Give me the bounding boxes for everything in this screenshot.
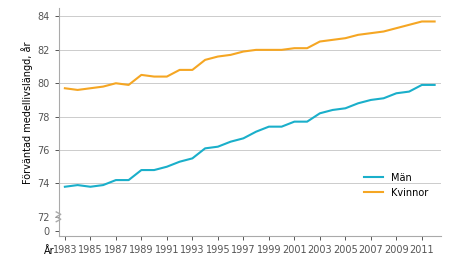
X-axis label: År: År bbox=[44, 246, 54, 256]
Y-axis label: Förväntad medellivslängd, år: Förväntad medellivslängd, år bbox=[21, 41, 33, 184]
Män bbox=[394, 92, 399, 95]
Kvinnor bbox=[100, 85, 106, 88]
Kvinnor bbox=[304, 47, 310, 50]
Män bbox=[215, 145, 220, 148]
Kvinnor bbox=[381, 30, 386, 33]
Män bbox=[317, 112, 323, 115]
Kvinnor bbox=[88, 87, 93, 90]
Män bbox=[100, 183, 106, 187]
Män bbox=[330, 108, 335, 112]
Kvinnor bbox=[317, 40, 323, 43]
Kvinnor bbox=[406, 23, 412, 27]
Kvinnor bbox=[215, 55, 220, 58]
Män bbox=[241, 137, 246, 140]
Män bbox=[419, 83, 425, 86]
Kvinnor bbox=[266, 48, 272, 51]
Män bbox=[432, 83, 437, 86]
Kvinnor bbox=[432, 20, 437, 23]
Män bbox=[381, 97, 386, 100]
Kvinnor bbox=[202, 58, 208, 62]
Kvinnor bbox=[241, 50, 246, 53]
Män bbox=[62, 185, 68, 188]
Män bbox=[279, 125, 284, 128]
Kvinnor bbox=[279, 48, 284, 51]
Män bbox=[266, 125, 272, 128]
Män bbox=[368, 98, 373, 102]
Kvinnor bbox=[394, 27, 399, 30]
Män bbox=[343, 107, 348, 110]
Män bbox=[190, 157, 195, 160]
Män bbox=[253, 130, 259, 133]
Män bbox=[292, 120, 297, 123]
Kvinnor bbox=[253, 48, 259, 51]
Kvinnor bbox=[164, 75, 170, 78]
Legend: Män, Kvinnor: Män, Kvinnor bbox=[360, 169, 432, 202]
Kvinnor bbox=[228, 53, 233, 56]
Kvinnor bbox=[151, 75, 157, 78]
Män bbox=[304, 120, 310, 123]
Män bbox=[356, 102, 361, 105]
Kvinnor bbox=[113, 82, 119, 85]
Kvinnor bbox=[177, 68, 182, 72]
Kvinnor bbox=[75, 88, 80, 92]
Kvinnor bbox=[330, 38, 335, 41]
Kvinnor bbox=[62, 87, 68, 90]
Män bbox=[202, 147, 208, 150]
Line: Män: Män bbox=[65, 85, 435, 187]
Män bbox=[151, 169, 157, 172]
Män bbox=[113, 178, 119, 182]
Kvinnor bbox=[419, 20, 425, 23]
Kvinnor bbox=[292, 47, 297, 50]
Män bbox=[139, 169, 144, 172]
Män bbox=[177, 160, 182, 163]
Kvinnor bbox=[343, 37, 348, 40]
Kvinnor bbox=[368, 31, 373, 35]
Kvinnor bbox=[139, 73, 144, 76]
Line: Kvinnor: Kvinnor bbox=[65, 21, 435, 90]
Män bbox=[164, 165, 170, 168]
Kvinnor bbox=[356, 33, 361, 37]
Kvinnor bbox=[190, 68, 195, 72]
Män bbox=[75, 183, 80, 187]
Män bbox=[228, 140, 233, 143]
Män bbox=[406, 90, 412, 93]
Män bbox=[126, 178, 131, 182]
Män bbox=[88, 185, 93, 188]
Kvinnor bbox=[126, 83, 131, 86]
